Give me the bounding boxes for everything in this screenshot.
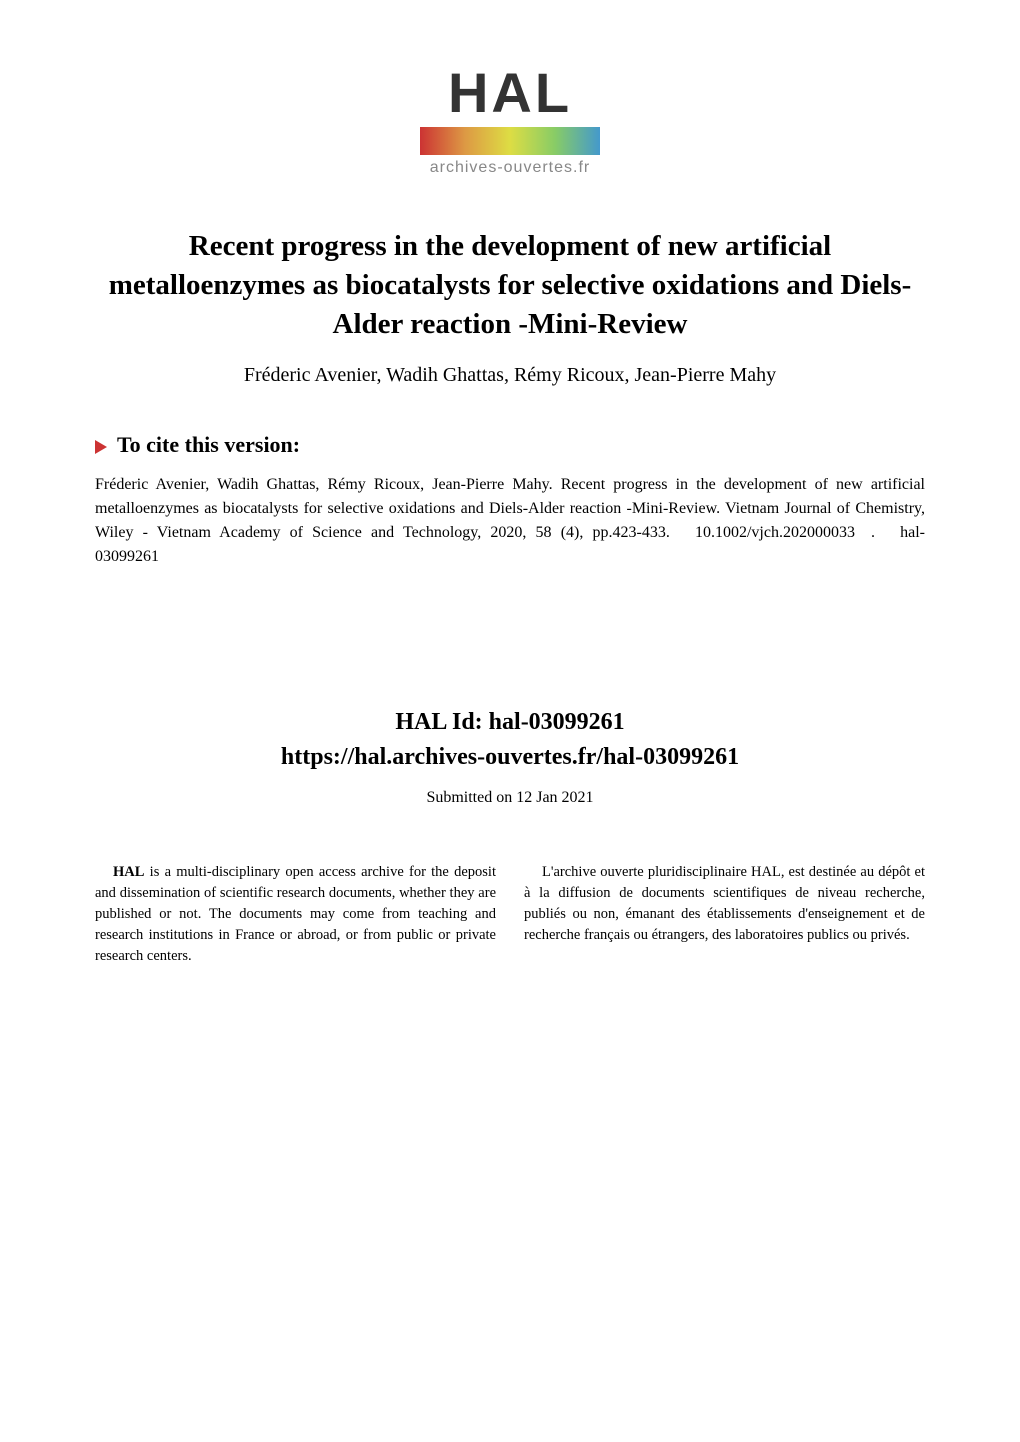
footer-left-text: is a multi-disciplinary open access arch…	[95, 864, 496, 964]
logo-text: HAL	[420, 60, 600, 125]
submitted-date: Submitted on 12 Jan 2021	[95, 789, 925, 807]
footer-left-column: HAL is a multi-disciplinary open access …	[95, 862, 496, 967]
triangle-icon	[95, 440, 107, 454]
footer-left-bold: HAL	[113, 864, 144, 880]
hal-logo: HAL archives-ouvertes.fr	[420, 60, 600, 177]
paper-title: Recent progress in the development of ne…	[95, 227, 925, 344]
logo-gradient-bar	[420, 127, 600, 155]
authors-list: Fréderic Avenier, Wadih Ghattas, Rémy Ri…	[95, 364, 925, 387]
hal-logo-section: HAL archives-ouvertes.fr	[95, 60, 925, 177]
hal-id-label: HAL Id: hal-03099261	[95, 709, 925, 736]
cite-heading: To cite this version:	[95, 432, 925, 458]
cite-section: To cite this version: Fréderic Avenier, …	[95, 432, 925, 569]
citation-text: Fréderic Avenier, Wadih Ghattas, Rémy Ri…	[95, 473, 925, 569]
cite-heading-text: To cite this version:	[117, 432, 300, 457]
logo-subtitle: archives-ouvertes.fr	[420, 159, 600, 177]
footer-right-column: L'archive ouverte pluridisciplinaire HAL…	[524, 862, 925, 967]
hal-id-section: HAL Id: hal-03099261 https://hal.archive…	[95, 709, 925, 771]
hal-url: https://hal.archives-ouvertes.fr/hal-030…	[95, 744, 925, 771]
footer-right-indent: L'archive	[542, 864, 596, 880]
footer-columns: HAL is a multi-disciplinary open access …	[95, 862, 925, 967]
